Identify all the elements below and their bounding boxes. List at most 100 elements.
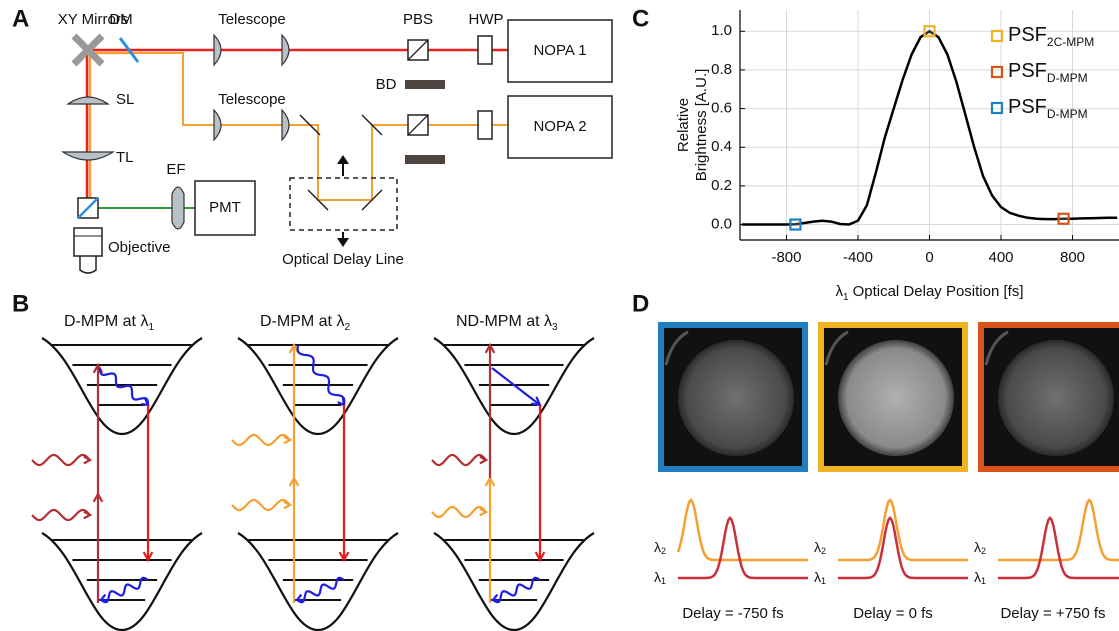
component-labels: XY Mirrors DM Telescope PBS HWP NOPA 1 B… — [58, 11, 587, 268]
pulse — [838, 498, 968, 562]
diagram-title-subscript: 3 — [552, 322, 558, 333]
marker — [923, 25, 936, 38]
pulse — [678, 516, 808, 580]
x-tick-label: 800 — [1060, 249, 1085, 266]
energy-diagrams: D-MPM at λ1 D-MPM at λ2 ND-MPM at λ3 — [31, 313, 595, 631]
pulse — [676, 498, 808, 562]
optics-part — [361, 114, 383, 136]
potential-well — [237, 532, 399, 631]
diagram-title-main: D-MPM at λ — [260, 313, 344, 330]
optics-part — [73, 227, 103, 274]
arrowhead — [83, 510, 93, 520]
label: Optical Delay Line — [282, 251, 404, 268]
beam-paths — [85, 48, 508, 209]
label: BD — [376, 76, 397, 93]
pulse-label: λ1 — [814, 569, 826, 587]
optics-part — [477, 35, 493, 65]
diagram-title-subscript: 2 — [344, 322, 350, 333]
legend-swatch — [990, 29, 1004, 43]
label: SL — [116, 91, 134, 108]
label: Objective — [108, 239, 171, 256]
potential-well — [41, 337, 203, 436]
x-axis-label-text: Optical Delay Position [fs] — [853, 283, 1024, 300]
optics-part — [361, 189, 383, 211]
legend-label-main: PSF — [1008, 24, 1047, 46]
photon — [31, 508, 91, 522]
pulse-label-main: λ — [654, 539, 661, 555]
label: NOPA 1 — [533, 42, 586, 59]
pulse-label-main: λ — [654, 569, 661, 585]
image-sample — [998, 340, 1114, 456]
arrowhead — [283, 500, 293, 510]
legend-label-main: PSF — [1008, 96, 1047, 118]
arrowhead — [98, 593, 109, 602]
image-sample — [678, 340, 794, 456]
diagram-title: D-MPM at λ1 — [64, 313, 154, 332]
arrowhead — [294, 593, 305, 602]
pulse-label-subscript: 1 — [661, 576, 666, 586]
arrowhead — [337, 397, 346, 407]
photon — [231, 433, 291, 447]
photon — [98, 368, 150, 405]
optics-part — [407, 39, 429, 61]
potential-well — [237, 337, 399, 436]
photon — [231, 498, 291, 512]
lenses — [60, 33, 290, 230]
legend-label-subscript: D-MPM — [1047, 107, 1088, 121]
lenses-part — [60, 151, 116, 161]
lenses-part — [171, 186, 185, 230]
diagram-title: ND-MPM at λ3 — [456, 313, 558, 332]
potential-well — [433, 532, 595, 631]
delay-label: Delay = 0 fs — [853, 605, 933, 622]
pulse — [838, 516, 968, 580]
pulse-label: λ1 — [974, 569, 986, 587]
arrowhead — [283, 435, 293, 445]
arrowhead — [490, 593, 501, 602]
photon — [100, 576, 149, 604]
x-tick-label: 400 — [988, 249, 1013, 266]
optics-part — [299, 114, 321, 136]
xy-mirrors-part — [71, 33, 105, 67]
label: PMT — [209, 199, 241, 216]
panel-label: D — [632, 290, 649, 317]
pulse — [998, 498, 1119, 562]
pulse-label: λ1 — [654, 569, 666, 587]
optics-part — [507, 19, 613, 83]
image-artifact — [664, 330, 689, 366]
marker — [789, 218, 802, 231]
photon — [431, 505, 487, 519]
optics-part — [405, 155, 445, 164]
image-artifact — [984, 330, 1009, 366]
photon — [296, 576, 345, 604]
arrowhead — [479, 507, 489, 517]
y-tick-label: 0.0 — [711, 216, 732, 233]
x-axis-label-subscript: 1 — [843, 292, 849, 303]
delay-label: Delay = +750 fs — [1000, 605, 1105, 622]
arrowhead — [142, 551, 154, 563]
legend-label: PSFD-MPM — [1008, 96, 1088, 121]
marker — [1057, 212, 1070, 225]
legend-label: PSFD-MPM — [1008, 60, 1088, 85]
arrowhead — [83, 455, 93, 465]
y-tick-label: 0.2 — [711, 177, 732, 194]
y-axis-label: Relative — [675, 98, 692, 152]
pulse-label-subscript: 1 — [981, 576, 986, 586]
x-tick-label: -400 — [843, 249, 873, 266]
lenses-part — [213, 108, 222, 142]
optics — [73, 19, 613, 274]
optics-part — [405, 80, 445, 89]
image-artifact — [824, 330, 849, 366]
diagram-title-main: D-MPM at λ — [64, 313, 148, 330]
optics-part — [194, 180, 256, 236]
legend-label-main: PSF — [1008, 60, 1047, 82]
beam-paths-part — [128, 52, 310, 126]
optics-part — [337, 238, 349, 247]
diagram-title-main: ND-MPM at λ — [456, 313, 552, 330]
optics-part — [307, 189, 329, 211]
diagram-title-subscript: 1 — [148, 322, 154, 333]
arrowhead — [479, 455, 489, 465]
pulse-label: λ2 — [814, 539, 826, 557]
